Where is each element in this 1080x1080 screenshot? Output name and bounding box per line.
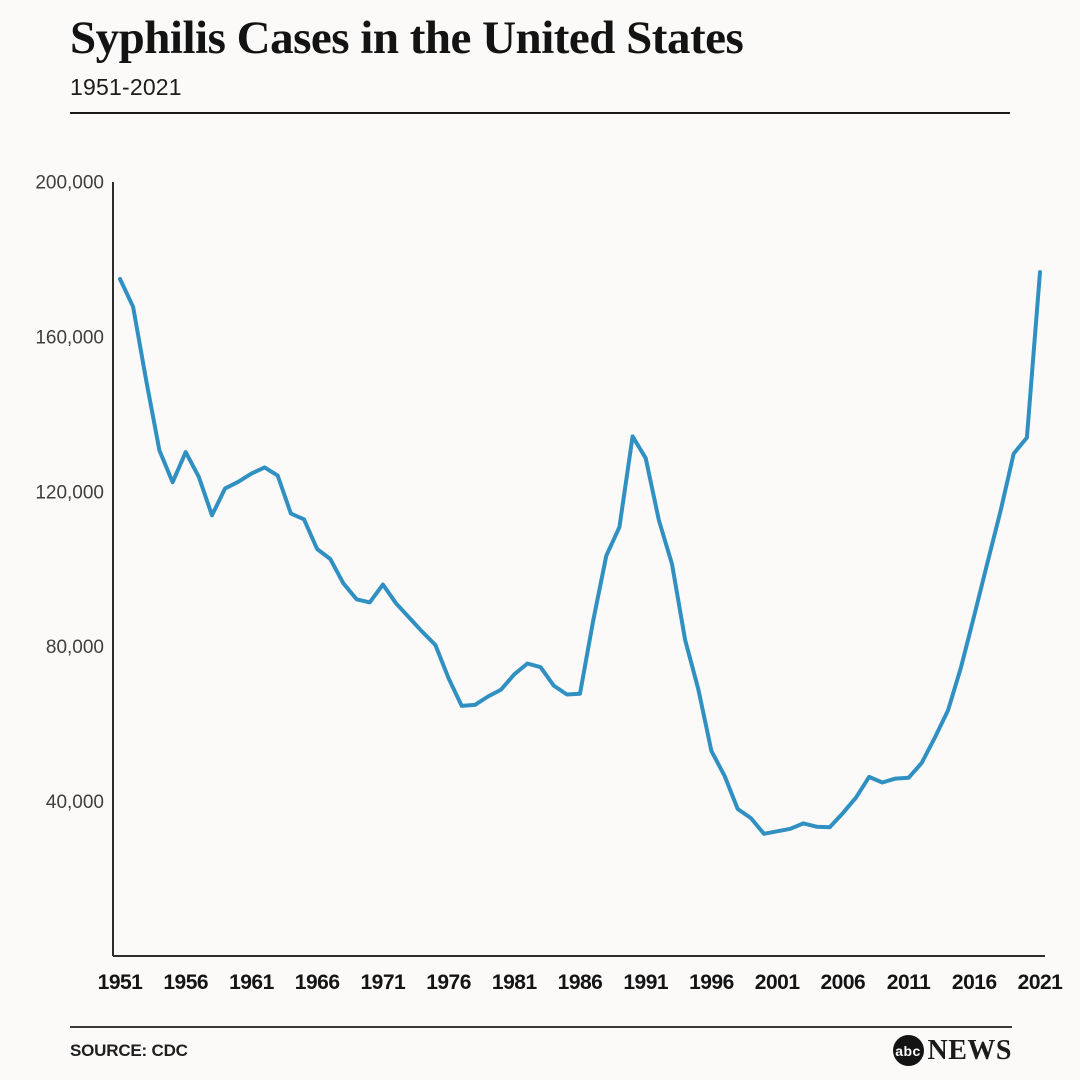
chart-title: Syphilis Cases in the United States — [70, 12, 744, 64]
x-tick-label: 1991 — [623, 971, 669, 994]
abc-logo-icon: abc — [892, 1035, 924, 1066]
header-divider — [70, 111, 1010, 114]
x-tick-label: 1966 — [295, 971, 340, 994]
x-tick-label: 1956 — [163, 971, 208, 994]
x-tick-label: 1976 — [426, 971, 471, 994]
chart-subtitle: 1951-2021 — [70, 73, 182, 100]
x-tick-label: 1996 — [689, 971, 734, 994]
news-wordmark: NEWS — [927, 1034, 1012, 1066]
abc-logo-text: abc — [895, 1042, 921, 1059]
y-tick-label: 160,000 — [35, 327, 104, 348]
y-tick-label: 80,000 — [46, 637, 104, 658]
x-tick-label: 2001 — [755, 971, 801, 994]
y-tick-label: 40,000 — [46, 792, 104, 813]
x-tick-label: 2011 — [887, 971, 931, 994]
x-tick-label: 2021 — [1018, 971, 1064, 994]
footer-divider — [70, 1026, 1012, 1028]
source-label: SOURCE: CDC — [70, 1040, 188, 1060]
abc-news-logo: abc NEWS — [892, 1034, 1012, 1067]
x-tick-label: 2016 — [952, 971, 997, 994]
header: Syphilis Cases in the United States 1951… — [70, 12, 1010, 114]
footer-row: SOURCE: CDC abc NEWS — [70, 1035, 1012, 1067]
y-tick-label: 120,000 — [35, 482, 104, 503]
footer: SOURCE: CDC abc NEWS — [70, 1026, 1012, 1067]
x-tick-label: 1971 — [360, 971, 406, 994]
y-tick-label: 200,000 — [35, 173, 104, 194]
x-tick-label: 1951 — [98, 971, 144, 994]
data-line — [118, 270, 1042, 836]
x-tick-label: 1981 — [492, 971, 538, 994]
x-tick-label: 1986 — [558, 971, 603, 994]
x-tick-label: 1961 — [229, 971, 275, 994]
x-tick-label: 2006 — [820, 971, 865, 994]
